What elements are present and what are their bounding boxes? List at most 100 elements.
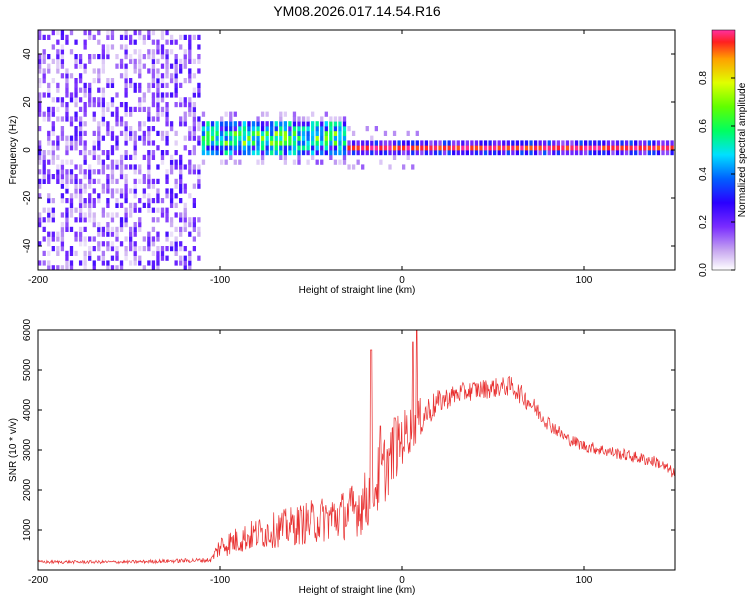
heatmap-cell xyxy=(311,145,315,151)
heatmap-cell xyxy=(188,102,192,108)
heatmap-cell xyxy=(215,145,219,151)
heatmap-cell xyxy=(206,130,210,136)
heatmap-cell xyxy=(165,30,169,36)
heatmap-cell xyxy=(65,207,69,213)
heatmap-cell xyxy=(320,130,324,136)
heatmap-cell xyxy=(119,260,124,266)
heatmap-cell xyxy=(119,154,124,160)
heatmap-cell xyxy=(192,126,196,132)
heatmap-cell xyxy=(47,150,51,156)
heatmap-cell xyxy=(497,145,501,151)
heatmap-cell xyxy=(292,150,297,156)
heatmap-cell xyxy=(279,150,283,156)
heatmap-cell xyxy=(342,126,347,132)
heatmap-cell xyxy=(60,241,65,247)
heatmap-cell xyxy=(83,39,87,45)
heatmap-cell xyxy=(283,140,287,146)
heatmap-cell xyxy=(292,130,297,136)
heatmap-cell xyxy=(270,145,274,151)
heatmap-cell xyxy=(247,150,251,156)
heatmap-cell xyxy=(338,126,342,132)
heatmap-cell xyxy=(38,92,42,98)
heatmap-cell xyxy=(311,126,315,132)
heatmap-cell xyxy=(124,140,128,146)
heatmap-cell xyxy=(338,140,342,146)
heatmap-cell xyxy=(101,169,105,175)
heatmap-cell xyxy=(338,135,342,141)
heatmap-cell xyxy=(329,126,333,132)
heatmap-cell xyxy=(142,92,146,98)
heatmap-cell xyxy=(233,126,237,132)
y-tick-label: -20 xyxy=(22,190,33,205)
heatmap-cell xyxy=(151,226,156,232)
heatmap-cell xyxy=(47,265,51,270)
heatmap-cell xyxy=(151,250,156,256)
heatmap-cell xyxy=(133,150,137,156)
heatmap-cell xyxy=(142,236,146,242)
heatmap-cell xyxy=(47,169,51,175)
heatmap-cell xyxy=(324,140,328,146)
heatmap-cell xyxy=(97,178,101,184)
heatmap-cell xyxy=(579,145,583,151)
heatmap-cell xyxy=(383,150,388,156)
heatmap-cell xyxy=(356,145,360,151)
heatmap-cell xyxy=(301,126,306,132)
heatmap-cell xyxy=(133,255,137,261)
heatmap-cell xyxy=(38,241,42,247)
heatmap-cell xyxy=(165,217,169,223)
heatmap-cell xyxy=(56,135,60,141)
heatmap-cell xyxy=(97,39,101,45)
heatmap-cell xyxy=(74,87,78,93)
heatmap-cell xyxy=(51,217,55,223)
heatmap-cell xyxy=(74,207,78,213)
heatmap-cell xyxy=(420,150,424,156)
heatmap-cell xyxy=(56,116,60,122)
heatmap-cell xyxy=(92,222,96,228)
heatmap-cell xyxy=(374,126,378,132)
heatmap-cell xyxy=(311,150,315,156)
heatmap-cell xyxy=(442,150,447,156)
heatmap-cell xyxy=(129,260,133,266)
y-tick-label: 40 xyxy=(22,48,33,60)
x-tick-label: 100 xyxy=(576,275,593,286)
heatmap-cell xyxy=(197,217,201,223)
heatmap-cell xyxy=(351,164,356,170)
heatmap-cell xyxy=(88,207,92,213)
heatmap-cell xyxy=(179,183,183,189)
heatmap-cell xyxy=(424,145,429,151)
heatmap-cell xyxy=(147,164,151,170)
heatmap-cell xyxy=(160,49,165,55)
heatmap-cell xyxy=(38,34,42,40)
heatmap-cell xyxy=(361,164,365,170)
heatmap-cell xyxy=(74,82,78,88)
heatmap-cell xyxy=(56,169,60,175)
heatmap-cell xyxy=(151,49,156,55)
y-tick-label: 4000 xyxy=(22,398,33,421)
heatmap-cell xyxy=(247,126,251,132)
heatmap-cell xyxy=(65,92,69,98)
heatmap-cell xyxy=(101,49,105,55)
heatmap-cell xyxy=(320,159,324,165)
heatmap-cell xyxy=(260,140,265,146)
heatmap-cell xyxy=(147,178,151,184)
heatmap-cell xyxy=(133,207,137,213)
heatmap-cell xyxy=(224,140,228,146)
heatmap-cell xyxy=(188,73,192,79)
heatmap-cell xyxy=(433,150,438,156)
heatmap-cell xyxy=(301,116,306,122)
heatmap-cell xyxy=(647,145,651,151)
heatmap-cell xyxy=(92,246,96,252)
heatmap-cell xyxy=(142,178,146,184)
heatmap-cell xyxy=(570,150,574,156)
heatmap-cell xyxy=(324,111,328,117)
heatmap-cell xyxy=(488,145,492,151)
heatmap-cell xyxy=(156,217,160,223)
heatmap-cell xyxy=(56,265,60,270)
heatmap-cell xyxy=(351,130,356,136)
heatmap-cell xyxy=(42,159,46,165)
heatmap-cell xyxy=(265,111,269,117)
heatmap-cell xyxy=(124,130,128,136)
heatmap-cell xyxy=(188,78,192,84)
heatmap-cell xyxy=(119,188,124,194)
